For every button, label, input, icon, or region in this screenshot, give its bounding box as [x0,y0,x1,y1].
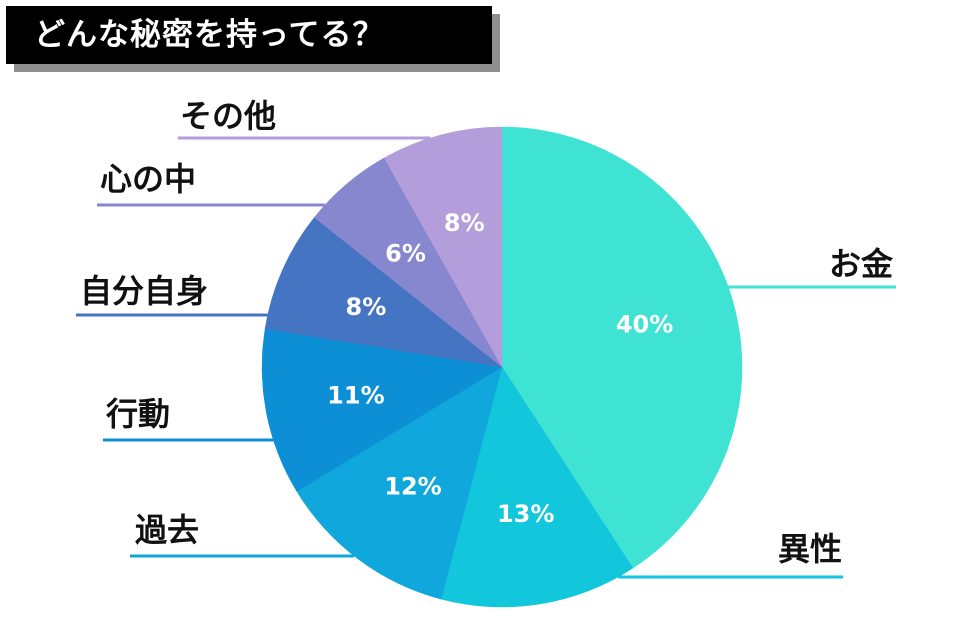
slice-4-category-label: 行動 [106,395,170,433]
leader-lines [76,136,896,579]
pie-slices [261,126,743,608]
slice-7-wedge [383,126,503,368]
slice-3-category-label: 過去 [135,511,199,549]
slice-7-value-label: 8% [444,209,485,237]
percent-labels: 40% 13% 12% 11% 8% 6% 8% [327,209,673,528]
slice-5-wedge [264,217,503,368]
slice-7-category-label: その他 [180,97,276,135]
slice-4-wedge [261,328,503,492]
slice-3-value-label: 12% [384,472,441,500]
slice-5-value-label: 8% [346,293,387,321]
slice-1-wedge [501,126,743,569]
slice-3-wedge [296,366,503,600]
slice-1-value-label: 40% [616,311,673,339]
slice-2-value-label: 13% [497,500,554,528]
slice-5-category-label: 自分自身 [80,272,208,310]
chart-title: どんな秘密を持ってる？ [6,6,492,64]
slice-1-category-label: お金 [829,245,894,283]
slice-6-category-label: 心の中 [100,160,196,198]
slice-4-value-label: 11% [327,381,384,409]
slice-2-category-label: 異性 [778,530,842,568]
slice-6-value-label: 6% [385,240,426,268]
